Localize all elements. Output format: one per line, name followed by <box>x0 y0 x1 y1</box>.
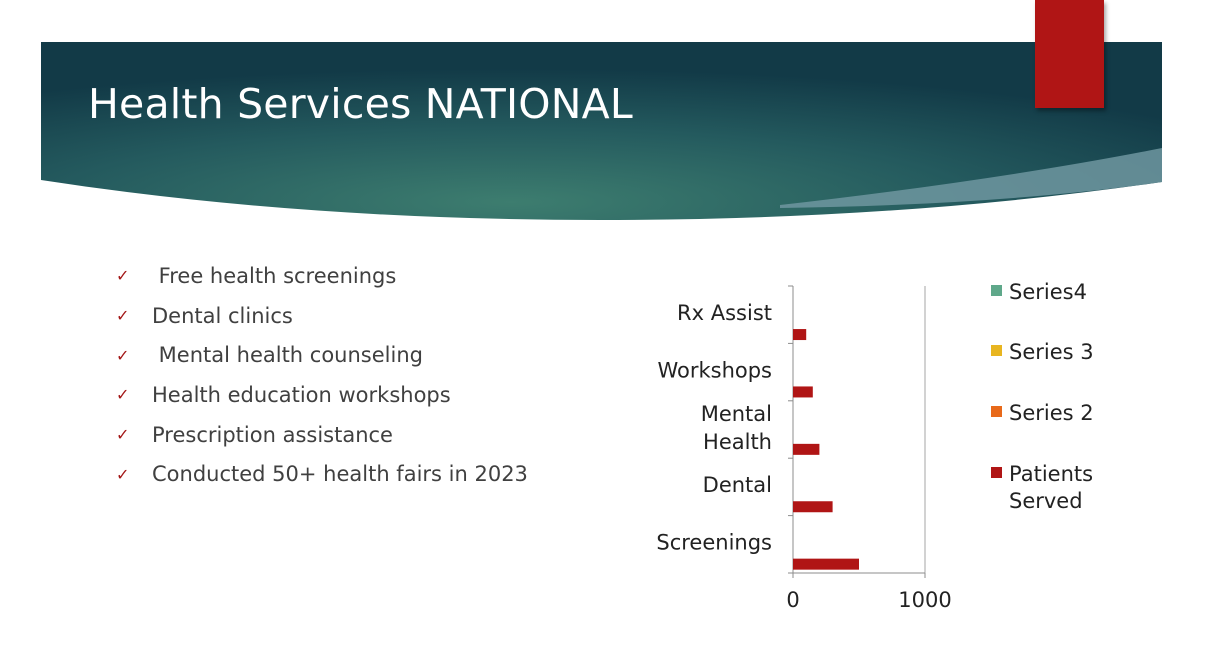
bullet-text: Conducted 50+ health fairs in 2023 <box>152 462 528 487</box>
legend-label: Series4 <box>1009 280 1087 304</box>
category-label: Screenings <box>656 531 772 555</box>
accent-tab <box>1035 0 1104 108</box>
legend-label: Series 2 <box>1009 401 1094 425</box>
bullet-item: ✓ Free health screenings <box>116 256 528 296</box>
bullet-list: ✓ Free health screenings ✓ Dental clinics… <box>116 256 528 494</box>
checkmark-icon: ✓ <box>116 385 130 405</box>
legend-swatch <box>991 285 1002 296</box>
legend-label: Patients Served <box>1009 462 1093 513</box>
bar-patients-served <box>793 443 820 455</box>
checkmark-icon: ✓ <box>116 266 130 286</box>
bullet-item: ✓ Mental health counseling <box>116 335 528 375</box>
bullet-text: Free health screenings <box>152 263 397 288</box>
bullet-text: Dental clinics <box>152 303 293 328</box>
bar-patients-served <box>793 329 807 341</box>
bullet-item: ✓ Dental clinics <box>116 296 528 336</box>
category-label: Rx Assist <box>677 301 772 325</box>
bar-patients-served <box>793 501 833 513</box>
checkmark-icon: ✓ <box>116 306 130 326</box>
x-tick-label: 1000 <box>898 588 951 612</box>
checkmark-icon: ✓ <box>116 464 130 484</box>
category-label: Mental Health <box>701 402 772 454</box>
bullet-text: Health education workshops <box>152 382 451 407</box>
legend-swatch <box>991 345 1002 356</box>
bar-patients-served <box>793 386 813 398</box>
bullet-text: Prescription assistance <box>152 422 393 447</box>
checkmark-icon: ✓ <box>116 425 130 445</box>
bullet-item: ✓ Health education workshops <box>116 375 528 415</box>
bullet-item: ✓ Prescription assistance <box>116 415 528 455</box>
title-banner <box>41 42 1162 220</box>
slide-title: Health Services NATIONAL <box>88 80 633 128</box>
legend-swatch <box>991 406 1002 417</box>
legend-label: Series 3 <box>1009 340 1094 364</box>
bar-patients-served <box>793 558 859 570</box>
category-label: Dental <box>703 473 772 497</box>
x-tick-label: 0 <box>786 588 799 612</box>
bullet-text: Mental health counseling <box>152 343 423 368</box>
checkmark-icon: ✓ <box>116 345 130 365</box>
legend-swatch <box>991 467 1002 478</box>
bullet-item: ✓ Conducted 50+ health fairs in 2023 <box>116 454 528 494</box>
category-label: Workshops <box>657 358 772 382</box>
